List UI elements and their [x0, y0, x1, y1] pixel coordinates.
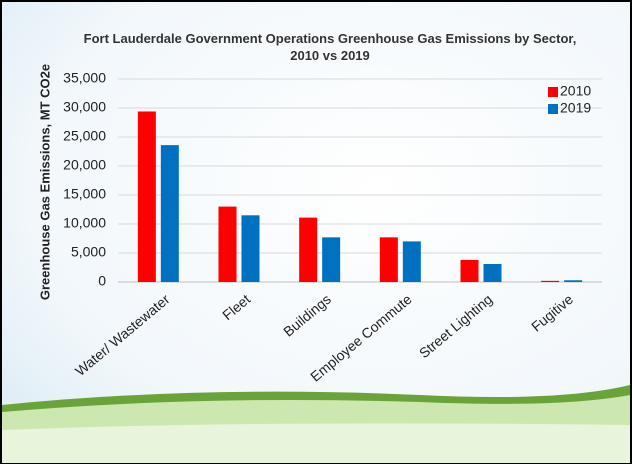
y-axis-title: Greenhouse Gas Emissions, MT CO2e: [37, 64, 52, 300]
y-tick-label: 5,000: [71, 244, 106, 260]
y-tick-label: 10,000: [63, 215, 106, 231]
bar: [541, 280, 560, 282]
y-tick-label: 20,000: [63, 157, 106, 173]
bar: [379, 237, 398, 282]
bar: [322, 237, 341, 282]
wave-pale: [2, 423, 630, 463]
bar: [137, 111, 156, 282]
bar: [299, 217, 318, 282]
bar: [218, 206, 237, 282]
chart-title: Fort Lauderdale Government Operations Gr…: [83, 31, 577, 63]
bar: [402, 241, 421, 282]
bar: [241, 215, 260, 282]
title-box: Fort Lauderdale Government Operations Gr…: [83, 31, 577, 63]
legend-label: 2010: [560, 83, 591, 99]
bar: [460, 259, 479, 282]
y-tick-label: 35,000: [63, 70, 106, 86]
y-tick-label: 15,000: [63, 186, 106, 202]
y-tick-label: 25,000: [63, 128, 106, 144]
y-tick-label: 30,000: [63, 99, 106, 115]
y-tick-label: 0: [98, 273, 106, 289]
bar: [564, 280, 583, 282]
bar: [160, 145, 179, 282]
legend-swatch: [548, 87, 558, 97]
bar: [483, 264, 502, 282]
legend-label: 2019: [560, 100, 591, 116]
legend-swatch: [548, 104, 558, 114]
